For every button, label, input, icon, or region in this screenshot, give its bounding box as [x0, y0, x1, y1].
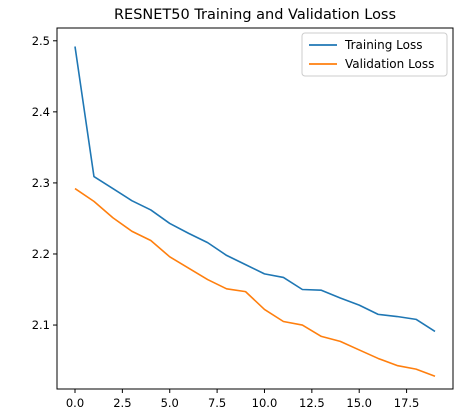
x-tick-label: 2.5	[113, 396, 131, 410]
y-tick-label: 2.3	[32, 176, 50, 190]
x-tick-label: 5.0	[161, 396, 179, 410]
x-tick-label: 0.0	[66, 396, 84, 410]
x-tick-label: 10.0	[252, 396, 278, 410]
x-tick-label: 12.5	[299, 396, 325, 410]
y-tick-label: 2.4	[32, 105, 50, 119]
series-line-training-loss	[74, 46, 436, 333]
x-tick-label: 7.5	[208, 396, 226, 410]
x-tick-label: 17.5	[394, 396, 420, 410]
axes: 0.0 2.5 5.0 7.5 10.0 12.5 15.0 17.5 2.1 2.2 2.3 2.4…	[32, 27, 454, 410]
plot-lines	[74, 46, 436, 377]
y-tick-label: 2.2	[32, 247, 50, 261]
legend: Training Loss Validation Loss	[301, 32, 448, 77]
y-tick-label: 2.5	[32, 34, 50, 48]
legend-box	[301, 32, 448, 77]
legend-label: Validation Loss	[345, 57, 434, 71]
y-tick-label: 2.1	[32, 318, 50, 332]
x-tick-label: 15.0	[346, 396, 372, 410]
legend-label: Training Loss	[344, 38, 422, 52]
series-line-validation-loss	[74, 187, 436, 377]
plot-frame	[56, 27, 454, 390]
chart-title: RESNET50 Training and Validation Loss	[114, 7, 396, 23]
